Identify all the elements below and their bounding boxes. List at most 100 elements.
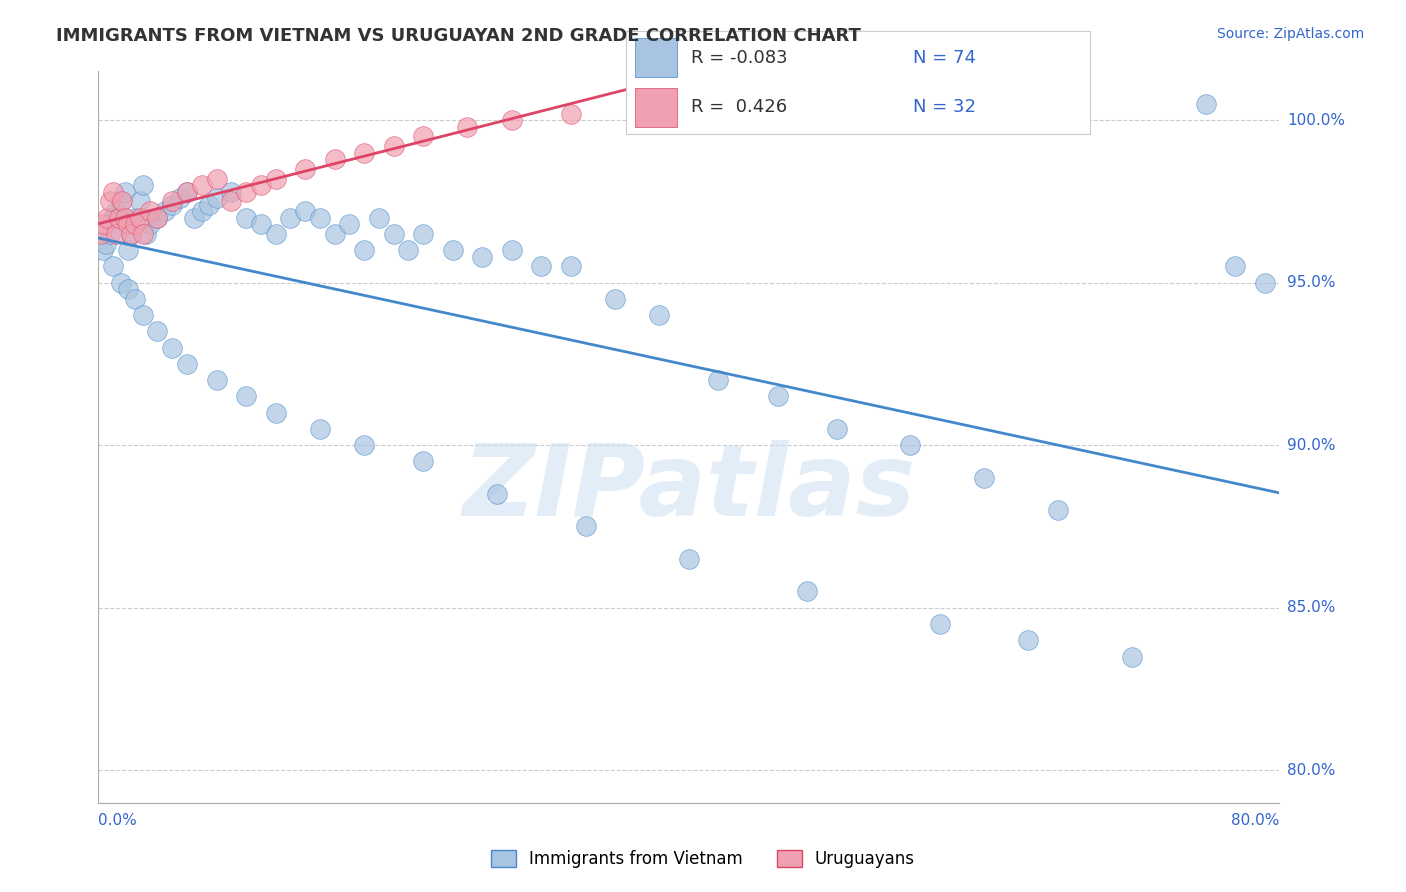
- Point: [560, 106, 582, 120]
- Point: [280, 211, 302, 225]
- Point: [825, 422, 848, 436]
- Point: [120, 227, 142, 241]
- Point: [221, 185, 243, 199]
- Point: [205, 373, 228, 387]
- Point: [796, 584, 818, 599]
- Point: [90, 227, 112, 241]
- Point: [124, 217, 146, 231]
- Point: [128, 194, 150, 209]
- Point: [103, 211, 125, 225]
- Text: R =  0.426: R = 0.426: [690, 98, 787, 116]
- Text: 95.0%: 95.0%: [1286, 275, 1336, 290]
- Point: [323, 152, 346, 166]
- Point: [124, 211, 146, 225]
- Text: 100.0%: 100.0%: [1286, 112, 1346, 128]
- Point: [103, 185, 125, 199]
- Point: [1195, 96, 1218, 111]
- Point: [103, 260, 125, 274]
- Point: [135, 227, 157, 241]
- Point: [191, 178, 214, 193]
- Point: [382, 139, 405, 153]
- Point: [124, 292, 146, 306]
- Text: ZIPatlas: ZIPatlas: [463, 440, 915, 537]
- Point: [105, 204, 128, 219]
- Point: [457, 120, 479, 134]
- FancyBboxPatch shape: [636, 38, 676, 78]
- Point: [309, 422, 332, 436]
- Point: [501, 113, 523, 128]
- Point: [235, 185, 257, 199]
- Point: [132, 308, 155, 322]
- Point: [132, 227, 155, 241]
- Text: 80.0%: 80.0%: [1232, 813, 1279, 828]
- Point: [91, 243, 114, 257]
- Point: [264, 406, 287, 420]
- Point: [235, 389, 257, 403]
- Point: [176, 185, 198, 199]
- Point: [973, 471, 995, 485]
- Point: [1047, 503, 1070, 517]
- Point: [205, 191, 228, 205]
- Point: [353, 438, 375, 452]
- Point: [353, 145, 375, 160]
- Point: [501, 243, 523, 257]
- Point: [560, 260, 582, 274]
- Point: [471, 250, 494, 264]
- Point: [323, 227, 346, 241]
- Point: [94, 236, 117, 251]
- Point: [339, 217, 361, 231]
- Point: [398, 243, 420, 257]
- Point: [105, 227, 128, 241]
- Point: [264, 171, 287, 186]
- Text: N = 32: N = 32: [914, 98, 976, 116]
- Point: [162, 197, 183, 211]
- Point: [929, 617, 952, 632]
- Point: [146, 211, 169, 225]
- Point: [183, 211, 205, 225]
- Text: 90.0%: 90.0%: [1286, 438, 1336, 453]
- Point: [368, 211, 391, 225]
- Point: [176, 185, 198, 199]
- Point: [162, 194, 183, 209]
- Point: [309, 211, 332, 225]
- Point: [441, 243, 464, 257]
- Point: [110, 276, 132, 290]
- Point: [1254, 276, 1277, 290]
- Point: [900, 438, 922, 452]
- Point: [96, 211, 118, 225]
- Point: [146, 325, 169, 339]
- Point: [678, 552, 700, 566]
- Text: 85.0%: 85.0%: [1286, 600, 1336, 615]
- FancyBboxPatch shape: [636, 87, 676, 127]
- Point: [176, 357, 198, 371]
- Point: [139, 204, 162, 219]
- Point: [114, 185, 136, 199]
- Point: [412, 454, 434, 468]
- Legend: Immigrants from Vietnam, Uruguayans: Immigrants from Vietnam, Uruguayans: [485, 843, 921, 875]
- Text: R = -0.083: R = -0.083: [690, 49, 787, 67]
- Point: [114, 211, 136, 225]
- Text: 0.0%: 0.0%: [98, 813, 138, 828]
- Point: [132, 178, 155, 193]
- Point: [198, 197, 221, 211]
- Point: [146, 211, 169, 225]
- Text: IMMIGRANTS FROM VIETNAM VS URUGUAYAN 2ND GRADE CORRELATION CHART: IMMIGRANTS FROM VIETNAM VS URUGUAYAN 2ND…: [56, 27, 860, 45]
- Point: [117, 243, 139, 257]
- Point: [250, 178, 273, 193]
- Point: [605, 292, 627, 306]
- Point: [766, 389, 789, 403]
- Point: [250, 217, 273, 231]
- Point: [98, 194, 121, 209]
- Point: [294, 204, 316, 219]
- Point: [235, 211, 257, 225]
- Point: [98, 227, 121, 241]
- Point: [1018, 633, 1040, 648]
- Text: N = 74: N = 74: [914, 49, 976, 67]
- Point: [486, 487, 509, 501]
- Point: [530, 260, 553, 274]
- Point: [353, 243, 375, 257]
- Point: [139, 217, 162, 231]
- Point: [169, 191, 191, 205]
- Point: [294, 161, 316, 176]
- Point: [382, 227, 405, 241]
